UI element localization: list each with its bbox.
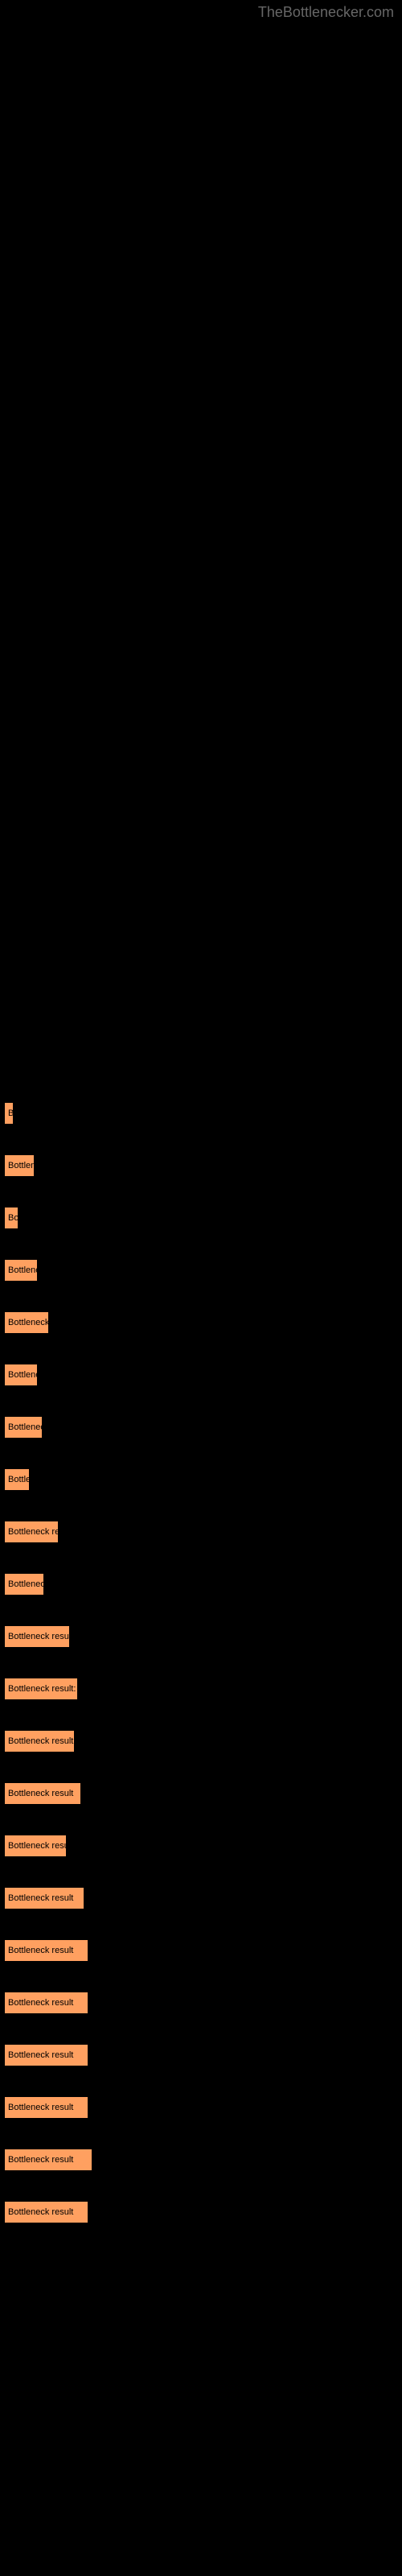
bar-row: Bottlene bbox=[4, 1348, 402, 1401]
chart-bar: Bottleneck result bbox=[4, 2149, 92, 2171]
bar-row: Bottleneck result bbox=[4, 1924, 402, 1976]
bar-row: Bottleneck resul bbox=[4, 1610, 402, 1662]
bar-row: B bbox=[4, 1087, 402, 1139]
chart-bar: Bottleneck result bbox=[4, 2096, 88, 2119]
bar-row: Bottle bbox=[4, 1453, 402, 1505]
chart-bar: Bottlene bbox=[4, 1364, 38, 1386]
bar-row: Bottlene bbox=[4, 1244, 402, 1296]
chart-bar: Bottle bbox=[4, 1468, 30, 1491]
bar-row: Bottleneck result bbox=[4, 2029, 402, 2081]
chart-bar: Bottleneck result bbox=[4, 2044, 88, 2066]
bar-row: Bottlen bbox=[4, 1139, 402, 1191]
bar-row: Bottleneck result bbox=[4, 1767, 402, 1819]
chart-bar: B bbox=[4, 1102, 14, 1125]
bar-chart: B Bottlen Bo Bottlene Bottleneck Bottlene Bott… bbox=[0, 0, 402, 2238]
chart-bar: Bottleneck result bbox=[4, 1939, 88, 1962]
chart-bar: Bottleneck result bbox=[4, 1887, 84, 1909]
chart-bar: Bottleneck result bbox=[4, 1730, 75, 1752]
bar-row: Bottlenec bbox=[4, 1401, 402, 1453]
bar-row: Bottleneck result bbox=[4, 2186, 402, 2238]
bar-row: Bottleneck result: bbox=[4, 1662, 402, 1715]
chart-bar: Bottleneck result: bbox=[4, 1678, 78, 1700]
chart-bar: Bottleneck bbox=[4, 1311, 49, 1334]
chart-bar: Bo bbox=[4, 1207, 18, 1229]
bar-row: Bottleneck result bbox=[4, 1872, 402, 1924]
bar-row: Bottleneck resu bbox=[4, 1819, 402, 1872]
bar-row: Bottleneck re bbox=[4, 1505, 402, 1558]
bar-row: Bottleneck bbox=[4, 1296, 402, 1348]
chart-bar: Bottlen bbox=[4, 1154, 35, 1177]
chart-bar: Bottlene bbox=[4, 1259, 38, 1282]
bar-row: Bottleneck result bbox=[4, 2133, 402, 2186]
chart-bar: Bottleneck resul bbox=[4, 1625, 70, 1648]
bar-row: Bottleneck result bbox=[4, 1715, 402, 1767]
chart-bar: Bottleneck result bbox=[4, 1782, 81, 1805]
chart-bar: Bottleneck resu bbox=[4, 1835, 67, 1857]
bar-row: Bo bbox=[4, 1191, 402, 1244]
chart-bar: Bottleneo bbox=[4, 1573, 44, 1596]
bar-row: Bottleneck result bbox=[4, 1976, 402, 2029]
chart-bar: Bottleneck result bbox=[4, 1992, 88, 2014]
chart-bar: Bottlenec bbox=[4, 1416, 43, 1439]
chart-bar: Bottleneck result bbox=[4, 2201, 88, 2223]
chart-bar: Bottleneck re bbox=[4, 1521, 59, 1543]
bar-row: Bottleneo bbox=[4, 1558, 402, 1610]
bar-row: Bottleneck result bbox=[4, 2081, 402, 2133]
